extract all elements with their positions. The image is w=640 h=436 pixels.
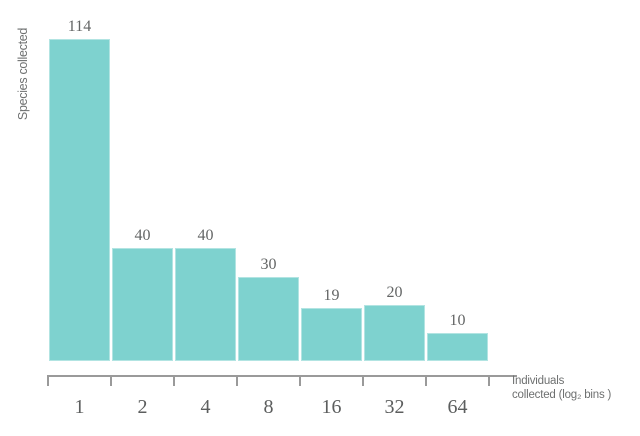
x-axis-tick	[236, 375, 238, 386]
x-axis-line	[47, 375, 517, 377]
x-axis-tick	[488, 375, 490, 386]
x-tick-label: 8	[263, 396, 274, 418]
x-axis-title: Individuals collected (log₂ bins )	[512, 375, 611, 402]
x-tick-label: 2	[137, 396, 148, 418]
bar-value-label: 114	[67, 18, 92, 35]
bar-value-label: 20	[386, 283, 403, 301]
x-axis-tick	[47, 375, 49, 386]
x-tick-label: 32	[384, 396, 405, 418]
x-axis-tick	[173, 375, 175, 386]
bar	[427, 333, 488, 361]
x-tick-label: 16	[321, 396, 342, 418]
x-tick-label: 1	[74, 396, 85, 418]
bar-value-label: 40	[197, 227, 214, 244]
x-axis-title-line1: Individuals	[512, 375, 565, 387]
x-tick-label: 4	[200, 396, 211, 418]
bar	[301, 307, 362, 361]
bar	[112, 248, 173, 361]
bar-value-label: 30	[260, 255, 277, 273]
bar	[364, 304, 425, 361]
x-axis-tick	[110, 375, 112, 386]
bar-value-label: 19	[323, 286, 340, 304]
y-axis-title: Species collected	[16, 27, 30, 121]
x-axis-tick	[299, 375, 301, 386]
x-axis-title-line2: collected (log₂ bins )	[512, 388, 612, 401]
bar	[238, 276, 299, 361]
x-axis-tick	[362, 375, 364, 386]
bar	[49, 39, 110, 361]
bar-value-label: 40	[134, 227, 151, 244]
bar-value-label: 10	[449, 312, 466, 329]
bar	[175, 248, 236, 361]
x-tick-label: 64	[447, 396, 468, 418]
x-axis-tick	[425, 375, 427, 386]
